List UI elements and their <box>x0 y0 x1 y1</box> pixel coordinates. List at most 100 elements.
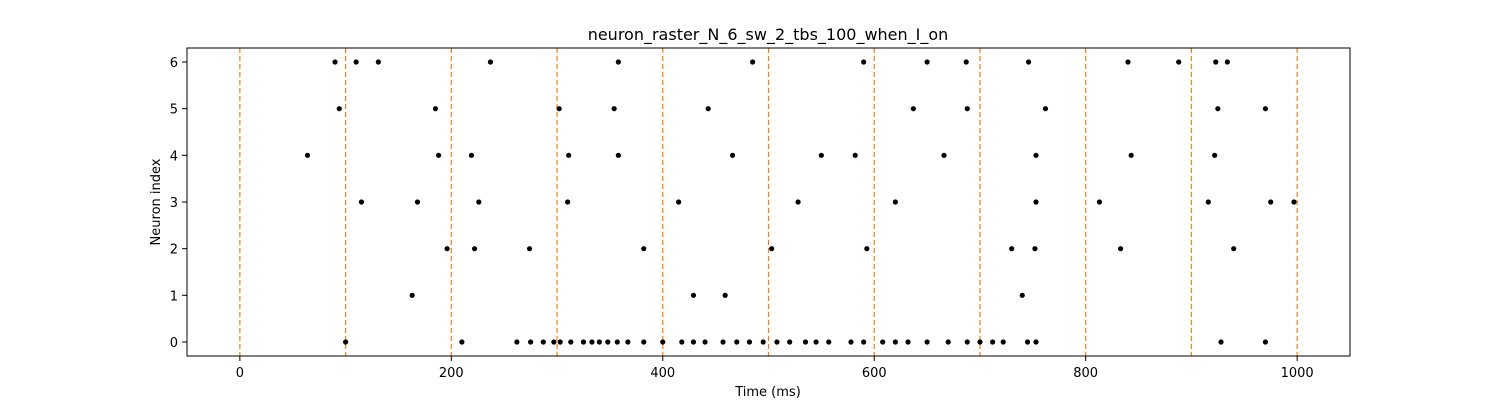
spike-point <box>1231 246 1237 252</box>
spike-point <box>436 152 442 158</box>
spike-point <box>802 339 809 345</box>
spike-point <box>409 292 415 298</box>
spike-point <box>892 339 898 345</box>
spike-point <box>924 339 930 345</box>
spike-point <box>1025 59 1032 65</box>
spike-point <box>722 292 728 298</box>
spike-point <box>358 199 365 205</box>
spike-point <box>1032 246 1038 252</box>
spike-point <box>787 339 793 345</box>
spike-point <box>1128 152 1134 158</box>
spike-point <box>818 152 824 158</box>
spike-point <box>795 199 801 205</box>
spike-point <box>826 339 832 345</box>
spike-point <box>556 106 562 112</box>
spike-point <box>905 339 911 345</box>
spike-point <box>964 339 970 345</box>
spike-point <box>848 339 854 345</box>
spike-point <box>568 339 574 345</box>
spike-point <box>375 59 381 65</box>
spike-point <box>861 59 867 65</box>
spike-point <box>615 152 621 158</box>
spike-point <box>1212 152 1218 158</box>
spike-point <box>977 339 983 345</box>
spike-point <box>769 246 775 252</box>
y-tick-label: 4 <box>170 149 178 164</box>
spike-point <box>750 59 756 65</box>
spike-point <box>1033 339 1039 345</box>
spike-point <box>1125 59 1131 65</box>
spike-point <box>614 339 620 345</box>
spike-point <box>476 199 482 205</box>
spike-point <box>910 106 916 112</box>
spike-point <box>729 152 736 158</box>
spike-point <box>1096 199 1103 205</box>
spike-point <box>963 59 969 65</box>
spike-point <box>342 339 349 345</box>
spike-point <box>611 106 617 112</box>
spike-point <box>705 106 711 112</box>
spike-point <box>641 339 647 345</box>
spike-point <box>720 339 726 345</box>
spike-point <box>760 339 766 345</box>
spike-point <box>566 152 572 158</box>
plot-area <box>239 48 1298 356</box>
spike-point <box>864 246 870 252</box>
spike-point <box>660 339 666 345</box>
y-tick-label: 0 <box>170 336 178 351</box>
spike-point <box>690 292 697 298</box>
spike-point <box>852 152 858 158</box>
spike-point <box>528 339 534 345</box>
spike-point <box>353 59 359 65</box>
spike-point <box>1291 199 1297 205</box>
y-tick-label: 6 <box>170 56 178 71</box>
y-axis-label: Neuron index <box>149 158 164 245</box>
spike-point <box>332 59 338 65</box>
spike-point <box>1268 199 1274 205</box>
x-tick-label: 200 <box>439 366 464 381</box>
spike-point <box>526 246 533 252</box>
spike-point <box>941 152 947 158</box>
spike-point <box>1218 339 1224 345</box>
spike-point <box>1262 106 1269 112</box>
data-marks <box>304 59 1297 345</box>
spike-point <box>1042 106 1049 112</box>
spike-point <box>734 339 740 345</box>
spike-point <box>625 339 631 345</box>
spike-point <box>813 339 819 345</box>
spike-point <box>304 152 311 158</box>
y-tick-label: 2 <box>170 243 178 258</box>
spike-point <box>964 106 970 112</box>
y-tick-label: 5 <box>170 103 178 118</box>
spike-point <box>892 199 898 205</box>
spike-point <box>514 339 520 345</box>
spike-point <box>580 339 587 345</box>
spike-point <box>615 59 621 65</box>
spike-point <box>1117 246 1124 252</box>
spike-point <box>459 339 465 345</box>
spike-point <box>596 339 602 345</box>
spike-point <box>540 339 546 345</box>
x-tick-label: 600 <box>862 366 887 381</box>
spike-point <box>924 59 930 65</box>
x-tick-label: 1000 <box>1281 366 1314 381</box>
spike-point <box>557 339 563 345</box>
spike-point <box>565 199 571 205</box>
spike-point <box>414 199 421 205</box>
spike-point <box>1024 339 1031 345</box>
spike-point <box>676 199 682 205</box>
spike-point <box>1215 106 1221 112</box>
spike-point <box>336 106 342 112</box>
spike-point <box>1019 292 1025 298</box>
spike-point <box>861 339 867 345</box>
x-tick-label: 800 <box>1073 366 1098 381</box>
spike-point <box>589 339 595 345</box>
spike-point <box>1262 339 1269 345</box>
spike-point <box>880 339 886 345</box>
spike-point <box>945 339 951 345</box>
spike-point <box>487 59 494 65</box>
spike-point <box>690 339 697 345</box>
